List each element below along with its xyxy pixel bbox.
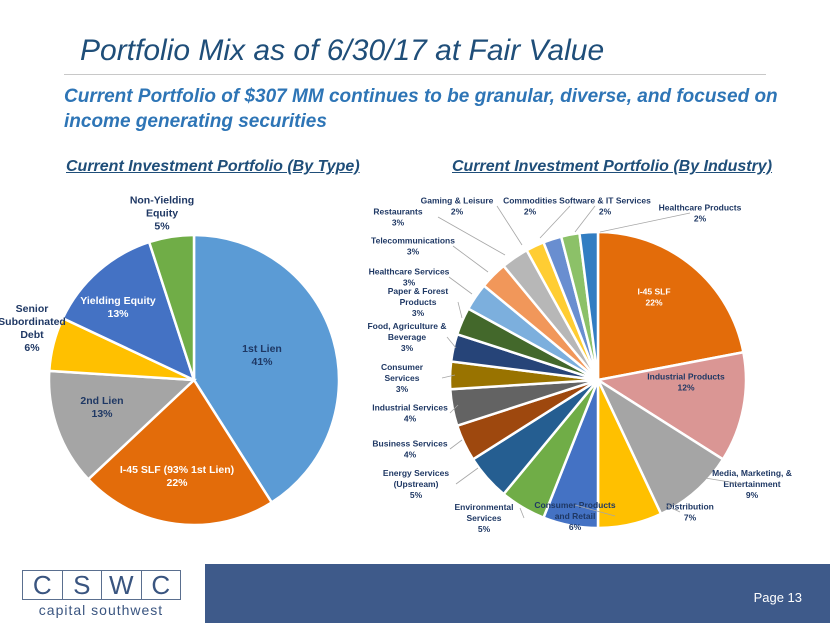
type-slice-2nd-lien xyxy=(47,369,197,482)
industry-label-gaming-leisure: Gaming & Leisure 2% xyxy=(421,195,494,216)
type-chart-title: Current Investment Portfolio (By Type) xyxy=(66,158,360,175)
industry-leader-line xyxy=(446,336,457,349)
industry-leader-line xyxy=(437,216,506,256)
industry-label-paper-forest-products: Paper & Forest Products 3% xyxy=(388,286,449,318)
industry-leader-line xyxy=(704,477,743,485)
type-label-senior-subordinated-debt: Senior Subordinated Debt 6% xyxy=(0,303,66,354)
company-logo: C S W C capital southwest xyxy=(0,564,205,623)
logo-letter: W xyxy=(101,570,142,600)
industry-label-software-it-services: Software & IT Services 2% xyxy=(559,195,651,216)
type-label-1st-lien: 1st Lien 41% xyxy=(242,343,282,368)
slide-title: Portfolio Mix as of 6/30/17 at Fair Valu… xyxy=(80,34,605,67)
industry-slice-media-marketing-entertainment xyxy=(595,376,725,516)
industry-label-energy-services-upstream: Energy Services (Upstream) 5% xyxy=(383,468,449,500)
type-label-non-yielding-equity: Non-Yielding Equity 5% xyxy=(130,195,194,233)
industry-label-healthcare-products: Healthcare Products 2% xyxy=(659,202,742,223)
industry-leader-line xyxy=(519,507,525,519)
industry-leader-line xyxy=(539,205,571,239)
logo-letter: C xyxy=(22,570,63,600)
industry-leader-line xyxy=(449,404,459,414)
industry-label-commodities: Commodities 2% xyxy=(503,195,557,216)
industry-label-healthcare-services: Healthcare Services 3% xyxy=(369,266,450,287)
industry-label-environmental-services: Environmental Services 5% xyxy=(454,502,513,534)
industry-leader-line xyxy=(574,205,596,233)
industry-label-industrial-services: Industrial Services 4% xyxy=(372,402,448,423)
type-label-2nd-lien: 2nd Lien 13% xyxy=(80,395,123,420)
footer-bar: C S W C capital southwest Page 13 xyxy=(0,564,830,623)
industry-leader-line xyxy=(664,504,681,513)
type-label-i-45-slf-93-1st-lien: I-45 SLF (93% 1st Lien) 22% xyxy=(120,464,234,489)
industry-leader-line xyxy=(449,439,463,450)
logo-company-name: capital southwest xyxy=(38,602,164,618)
logo-letter: S xyxy=(61,570,102,600)
industry-leader-line xyxy=(448,276,473,295)
industry-label-consumer-services: Consumer Services 3% xyxy=(381,362,424,394)
industry-leader-line xyxy=(452,245,489,273)
industry-label-i-45-slf: I-45 SLF 22% xyxy=(637,286,670,307)
type-slice-non-yielding-equity xyxy=(147,233,196,381)
industry-label-media-marketing-entertainment: Media, Marketing, & Entertainment 9% xyxy=(712,468,792,500)
industry-leader-line xyxy=(574,504,616,517)
industry-label-industrial-products: Industrial Products 12% xyxy=(647,371,725,392)
industry-leader-line xyxy=(457,301,463,319)
industry-leader-line xyxy=(441,374,456,379)
industry-label-distribution: Distribution 7% xyxy=(666,501,714,522)
industry-label-restaurants: Restaurants 3% xyxy=(373,206,422,227)
industry-slice-i-45-slf xyxy=(596,230,745,382)
page-number: Page 13 xyxy=(753,590,802,605)
type-label-yielding-equity: Yielding Equity 13% xyxy=(80,295,156,320)
logo-letter: C xyxy=(140,570,181,600)
industry-slice-industrial-products xyxy=(594,350,748,462)
slide-subtitle: Current Portfolio of $307 MM continues t… xyxy=(64,86,778,132)
industry-label-business-services: Business Services 4% xyxy=(372,438,447,459)
title-divider xyxy=(64,74,766,75)
industry-leader-line xyxy=(496,205,523,246)
industry-leader-line xyxy=(455,467,479,485)
type-slice-i-45-slf-93-1st-lien xyxy=(86,378,274,527)
industry-label-food-agriculture-beverage: Food, Agriculture & Beverage 3% xyxy=(367,321,446,353)
industry-chart-title: Current Investment Portfolio (By Industr… xyxy=(452,158,773,175)
industry-slice-healthcare-products xyxy=(578,230,600,381)
logo-letters: C S W C xyxy=(22,570,181,600)
industry-label-telecommunications: Telecommunications 3% xyxy=(371,235,455,256)
type-slice-yielding-equity xyxy=(61,240,197,383)
industry-leader-line xyxy=(599,212,691,233)
